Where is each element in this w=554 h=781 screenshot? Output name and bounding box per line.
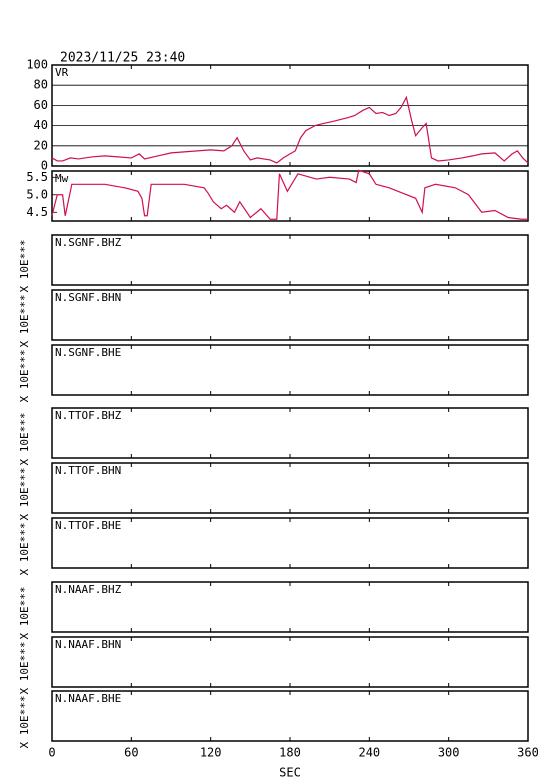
y-tick-label: 5.0 [26, 187, 48, 201]
panel-label: N.SGNF.BHZ [55, 236, 122, 249]
x-tick-label: 60 [124, 746, 138, 760]
y-tick-label: 60 [34, 98, 48, 112]
panel-label: N.SGNF.BHN [55, 291, 121, 304]
panel-frame [51, 636, 529, 688]
panel-frame [51, 289, 529, 341]
x-tick-label: 180 [279, 746, 301, 760]
x-axis-label: SEC [279, 766, 301, 780]
x-tick-label: 120 [200, 746, 222, 760]
panel-label: N.NAAF.BHN [55, 638, 121, 651]
y-axis-label: X 10E*** [18, 696, 31, 749]
panel-label: Mw [55, 172, 69, 185]
y-axis-label: X 10E*** [18, 468, 31, 521]
data-line [51, 169, 528, 220]
panel-frame [51, 462, 529, 514]
panel-frame [51, 517, 529, 569]
x-tick-label: 360 [517, 746, 539, 760]
panel-label: VR [55, 66, 69, 79]
y-tick-label: 20 [34, 138, 48, 152]
panel-frame [51, 64, 529, 167]
panel-frame [51, 170, 529, 222]
panel-frame [51, 690, 529, 742]
y-tick-label: 5.5 [26, 170, 48, 184]
y-tick-label: 100 [26, 58, 48, 72]
y-tick-label: 0 [41, 159, 48, 173]
data-line [51, 95, 529, 164]
panel-label: N.TTOF.BHE [55, 519, 121, 532]
panel-label: N.SGNF.BHE [55, 346, 121, 359]
panel-frame [51, 407, 529, 459]
y-tick-label: 40 [34, 118, 48, 132]
x-tick-label: 240 [358, 746, 380, 760]
y-axis-label: X 10E*** [18, 587, 31, 640]
panel-frame [51, 581, 529, 633]
x-tick-label: 300 [438, 746, 460, 760]
panel-label: N.NAAF.BHE [55, 692, 121, 705]
x-tick-label: 0 [48, 746, 55, 760]
y-axis-label: X 10E*** [18, 413, 31, 466]
chart-title: 2023/11/25 23:40 [60, 51, 185, 66]
y-axis-label: X 10E*** [18, 295, 31, 348]
y-tick-label: 4.5 [26, 205, 48, 219]
y-axis-label: X 10E*** [18, 642, 31, 695]
panel-label: N.TTOF.BHN [55, 464, 121, 477]
panel-frame [51, 344, 529, 396]
y-axis-label: X 10E*** [18, 523, 31, 576]
panel-label: N.TTOF.BHZ [55, 409, 122, 422]
y-axis-label: X 10E*** [18, 350, 31, 403]
panel-frame [51, 234, 529, 286]
y-axis-label: X 10E*** [18, 240, 31, 293]
y-tick-label: 80 [34, 78, 48, 92]
panel-label: N.NAAF.BHZ [55, 583, 122, 596]
